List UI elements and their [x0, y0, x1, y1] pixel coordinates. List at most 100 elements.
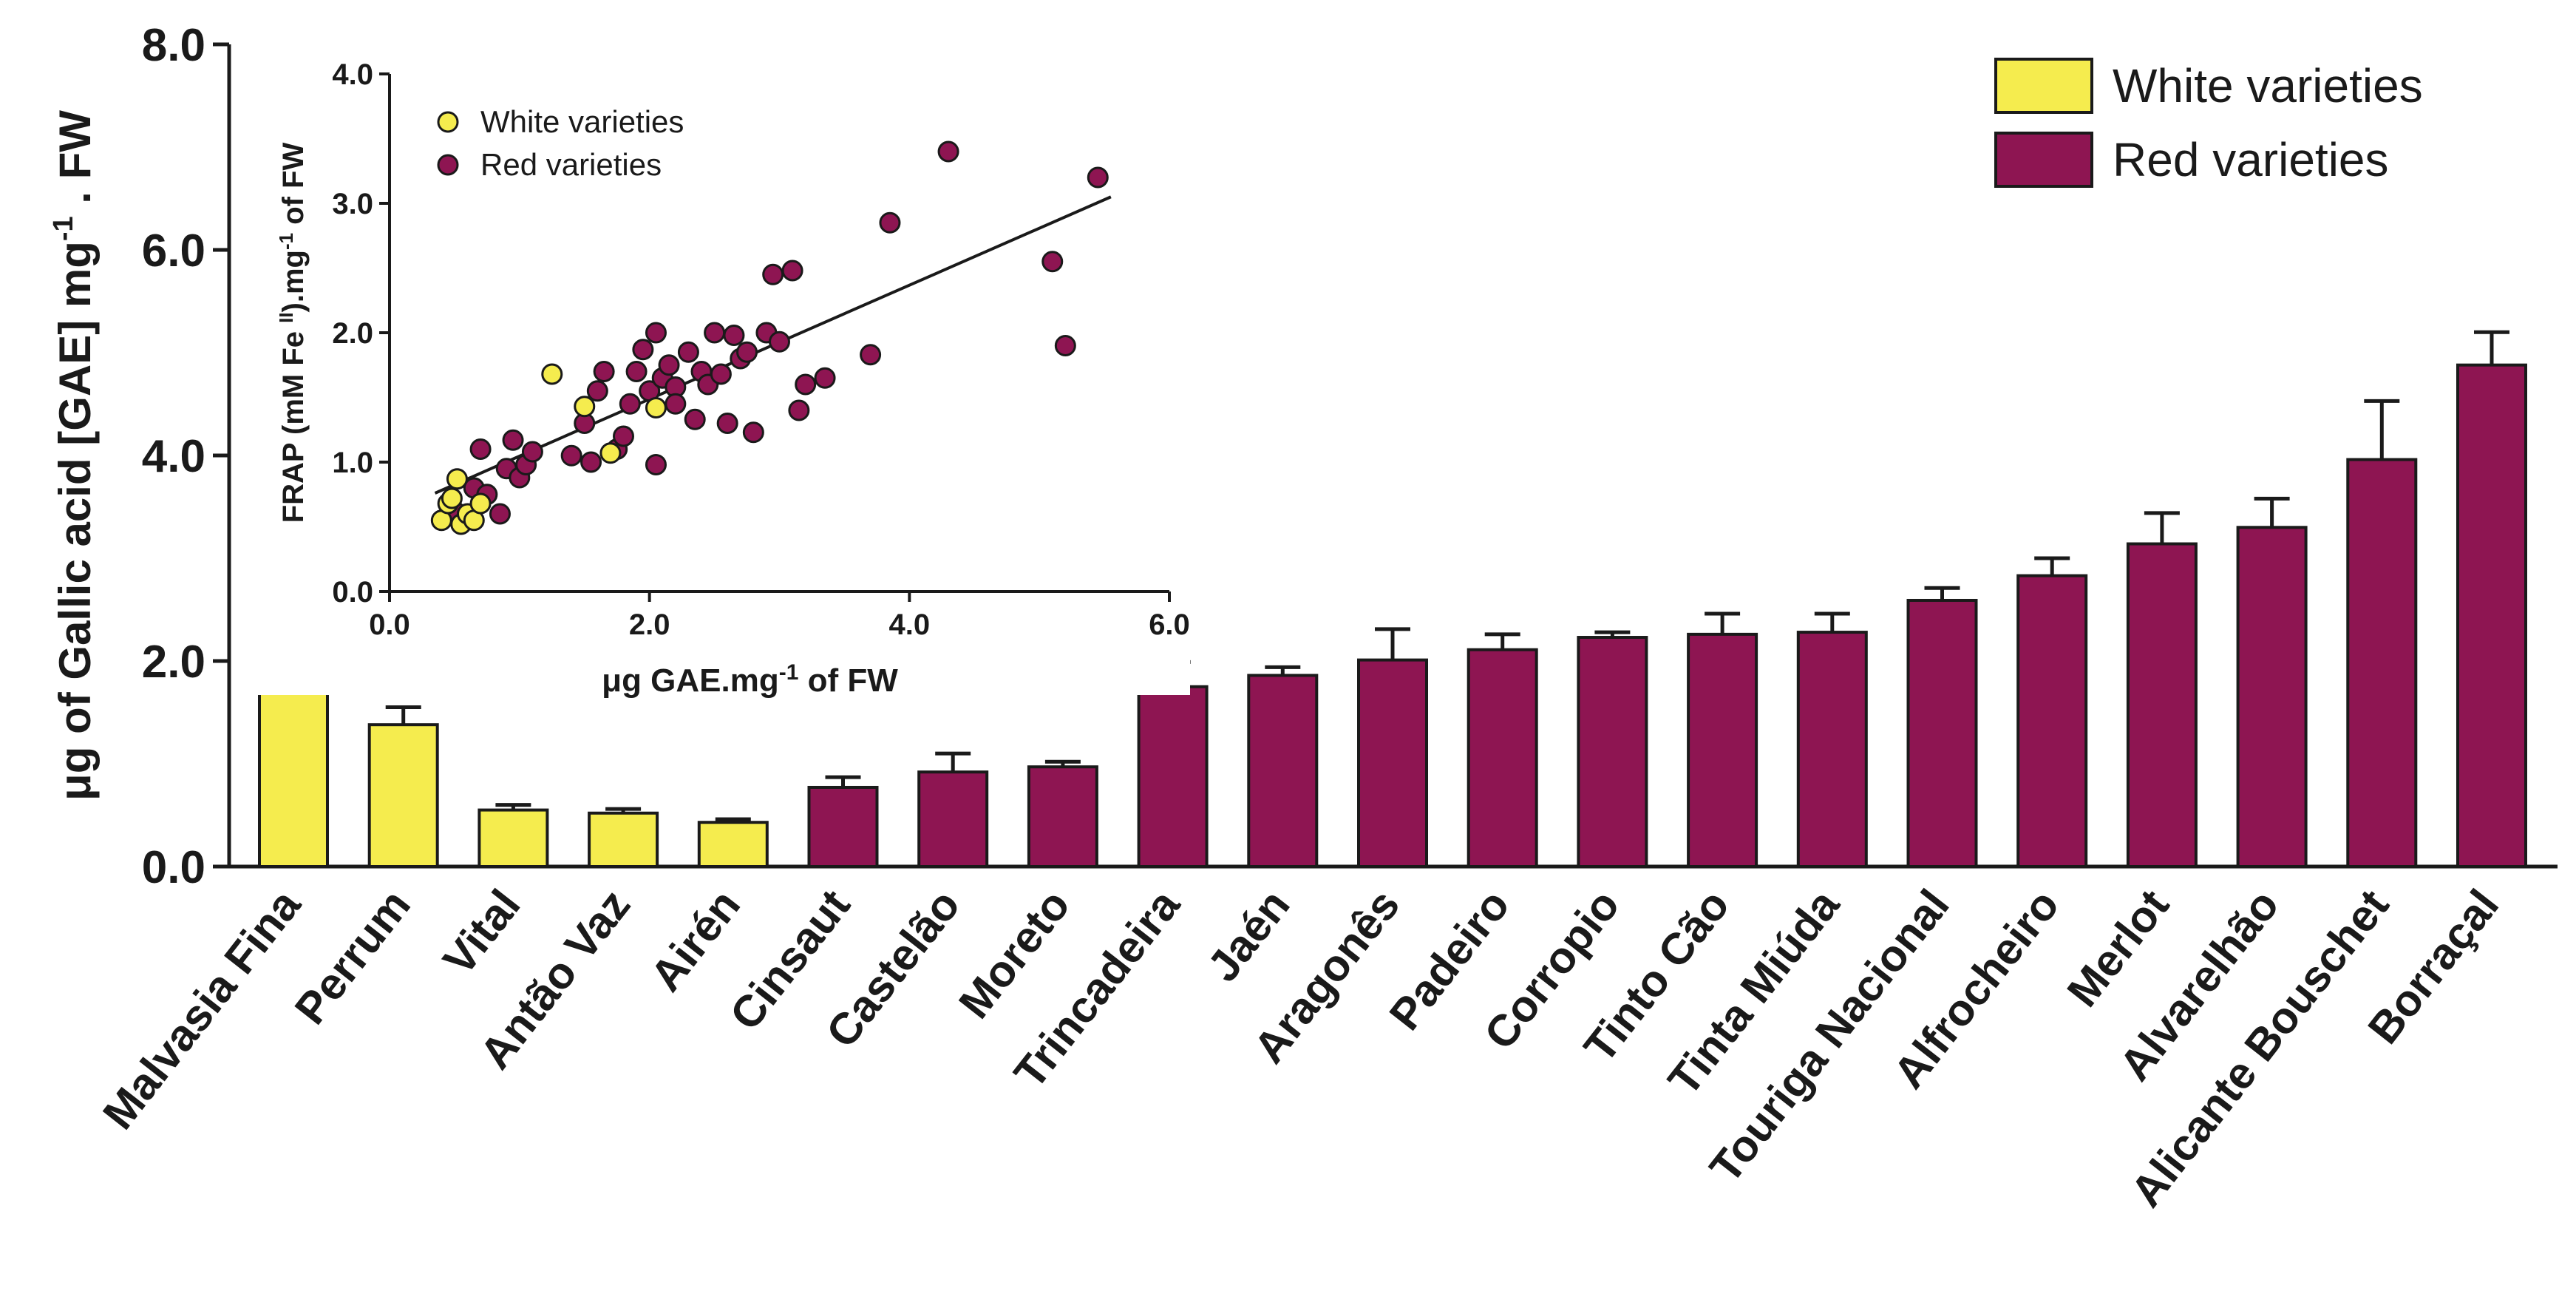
scatter-point-red [814, 367, 836, 389]
y-axis-title-sup: -1 [48, 216, 79, 241]
x-category-label: Vital [434, 881, 530, 984]
bar[interactable] [478, 808, 549, 869]
inset-x-title-sup: -1 [779, 660, 799, 685]
scatter-point-red [937, 140, 959, 163]
scatter-point-red [769, 331, 790, 353]
inset-x-title-main: μg GAE.mg [602, 662, 779, 699]
inset-x-tick-label: 6.0 [1149, 609, 1190, 641]
bar[interactable] [917, 770, 989, 868]
inset-y-tick-label: 3.0 [332, 188, 373, 220]
bar[interactable] [2016, 574, 2088, 868]
scatter-point-red [710, 363, 732, 385]
inset-x-title-tail: of FW [798, 662, 898, 699]
y-tick-label: 8.0 [142, 20, 205, 71]
legend-label-white: White varieties [2113, 59, 2423, 112]
bar[interactable] [258, 688, 329, 868]
inset-scatter-chart: 0.01.02.03.04.00.0 2.0 4.0 6.0μg GAE.mg-1 o… [244, 52, 1190, 699]
scatter-point-red [788, 399, 810, 421]
y-tick-label: 4.0 [142, 431, 205, 482]
bar[interactable] [2456, 363, 2527, 868]
main-legend: White varieties Red varieties [1994, 58, 2423, 188]
inset-y-tick-label: 1.0 [332, 447, 373, 479]
scatter-point-red [489, 503, 511, 525]
scatter-point-red [1041, 251, 1064, 273]
inset-y-tick-label: 4.0 [332, 58, 373, 91]
bar[interactable] [697, 821, 769, 868]
bar[interactable] [1027, 765, 1098, 869]
y-axis-title-tail: . FW [50, 110, 100, 217]
bar[interactable] [1796, 631, 1868, 869]
x-category-label: Malvasia Fina [93, 880, 310, 1138]
bar[interactable] [807, 785, 879, 868]
y-tick-label: 2.0 [142, 637, 205, 688]
x-category-label: Perrum [285, 881, 420, 1034]
inset-y-title-a: FRAP (mM Fe [277, 323, 310, 523]
legend-swatch-red [1994, 132, 2093, 188]
scatter-point-red [521, 441, 543, 463]
scatter-point-red [762, 263, 784, 285]
inset-x-axis-title: μg GAE.mg-1 of FW [602, 660, 898, 699]
scatter-point-white [645, 397, 667, 418]
y-tick-label: 0.0 [142, 842, 205, 893]
bar[interactable] [1577, 636, 1648, 869]
inset-x-tick-label: 2.0 [629, 609, 670, 641]
bar[interactable] [2126, 542, 2198, 868]
inset-x-tick-label: 4.0 [889, 609, 931, 641]
y-axis-title: μg of Gallic acid [GAE] mg-1 . FW [48, 110, 100, 801]
scatter-point-red [665, 393, 687, 415]
scatter-point-red [723, 325, 745, 346]
scatter-point-red [645, 322, 667, 344]
scatter-point-red [586, 380, 608, 402]
scatter-point-red [879, 211, 901, 234]
scatter-point-red [716, 413, 738, 434]
inset-y-title-sup-b: -1 [275, 233, 297, 250]
x-category-label: Jaén [1198, 881, 1299, 991]
bar[interactable] [1467, 648, 1538, 869]
scatter-point-white [446, 468, 468, 490]
inset-y-tick-label: 0.0 [332, 576, 373, 609]
scatter-point-white [441, 487, 463, 509]
scatter-point-red [613, 425, 634, 447]
scatter-point-white [599, 442, 622, 464]
scatter-point-white [574, 396, 596, 418]
bar[interactable] [1137, 685, 1209, 868]
inset-legend-label-white: White varieties [480, 104, 684, 139]
scatter-point-red [593, 361, 615, 382]
scatter-point-white [469, 492, 492, 515]
legend-label-red: Red varieties [2113, 133, 2389, 186]
scatter-point-red [742, 421, 764, 444]
inset-legend-label-red: Red varieties [480, 147, 662, 182]
bar[interactable] [1687, 632, 1758, 868]
x-category-label: Airén [641, 881, 750, 1000]
scatter-point-white [541, 363, 563, 385]
scatter-point-red [860, 344, 882, 366]
y-tick-label: 6.0 [142, 226, 205, 277]
bar[interactable] [2346, 458, 2418, 868]
scatter-point-red [677, 341, 699, 363]
scatter-point-red [560, 444, 582, 467]
inset-x-tick-label: 0.0 [369, 609, 410, 641]
scatter-point-red [469, 438, 492, 460]
scatter-point-red [632, 339, 654, 361]
legend-swatch-white [1994, 58, 2093, 114]
scatter-point-red [625, 361, 648, 382]
scatter-point-red [619, 393, 641, 415]
scatter-point-red [684, 408, 706, 430]
scatter-point-red [1054, 335, 1076, 356]
bar[interactable] [1357, 658, 1428, 868]
scatter-point-red [580, 451, 602, 473]
bar[interactable] [367, 723, 439, 868]
scatter-point-red [502, 429, 524, 451]
inset-y-axis-title: FRAP (mM Fe II).mg-1 of FW [275, 142, 310, 523]
bar[interactable] [1906, 598, 1978, 868]
bar[interactable] [588, 811, 659, 868]
bar[interactable] [2236, 526, 2308, 868]
bar[interactable] [1247, 674, 1319, 869]
inset-legend-marker-red [437, 154, 459, 176]
inset-y-title-b: ).mg [277, 250, 310, 312]
scatter-point-red [704, 322, 726, 344]
scatter-point-red [795, 373, 817, 396]
scatter-point-red [645, 454, 667, 475]
inset-y-tick-label: 2.0 [332, 317, 373, 350]
